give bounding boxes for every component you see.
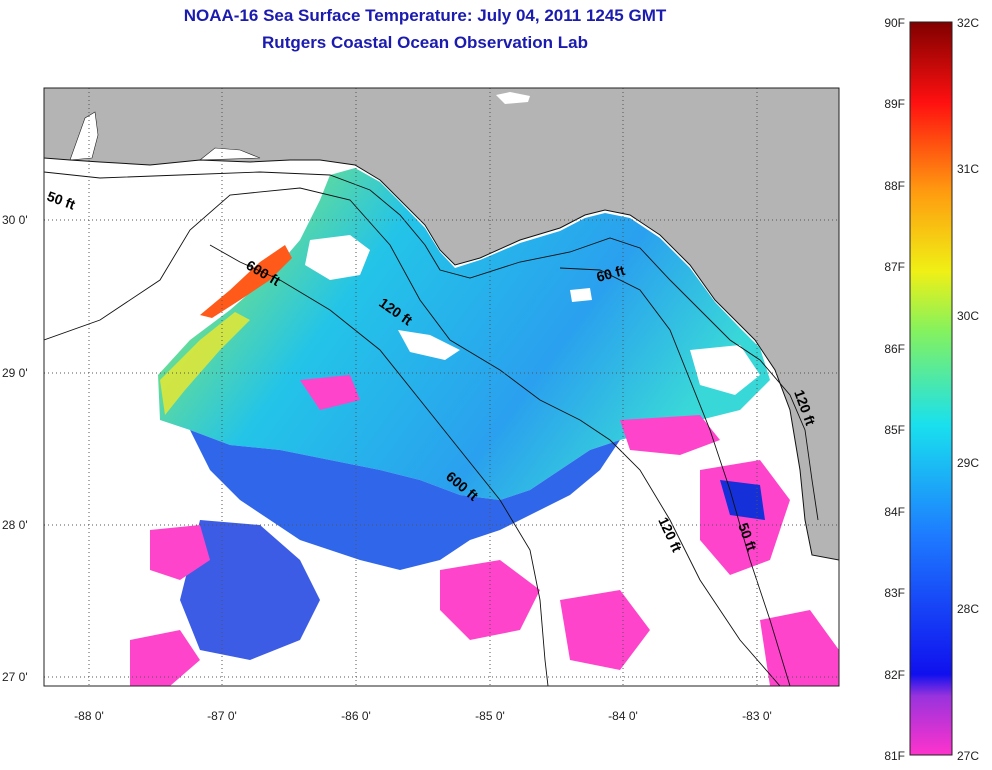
- colorbar-f-label: 83F: [884, 586, 905, 600]
- sst-field-deep: [190, 430, 620, 570]
- land-mass: [44, 88, 839, 560]
- coastal-bay: [199, 147, 261, 161]
- sst-patch-pink: [150, 525, 210, 580]
- colorbar-f-label: 89F: [884, 97, 905, 111]
- lat-tick-label: 30 0': [2, 213, 28, 227]
- cloud-nodata: [398, 330, 460, 360]
- lat-tick-label: 29 0': [2, 366, 28, 380]
- sst-patch-pink: [300, 375, 360, 410]
- sst-patch-blue: [720, 480, 765, 520]
- lat-tick-label: 27 0': [2, 670, 28, 684]
- colorbar-f-label: 88F: [884, 179, 905, 193]
- sst-patch-warm: [200, 245, 292, 318]
- contour-120ft-east: [559, 267, 791, 686]
- colorbar-f-label: 85F: [884, 423, 905, 437]
- colorbar-c-label: 32C: [957, 16, 979, 30]
- sst-patch-pink: [620, 415, 720, 455]
- lon-tick-label: -86 0': [341, 709, 371, 723]
- colorbar-f-label: 87F: [884, 260, 905, 274]
- colorbar-fahrenheit-labels: 90F 89F 88F 87F 86F 85F 84F 83F 82F 81F: [884, 16, 905, 763]
- lon-tick-label: -88 0': [74, 709, 104, 723]
- colorbar-c-label: 30C: [957, 309, 979, 323]
- sst-patch-pink: [560, 590, 650, 670]
- lon-tick-label: -84 0': [608, 709, 638, 723]
- sst-patch-pink: [760, 610, 839, 686]
- contour-600ft: [209, 244, 549, 686]
- contour-120ft: [44, 187, 781, 686]
- lat-tick-label: 28 0': [2, 518, 28, 532]
- colorbar-f-label: 81F: [884, 749, 905, 763]
- latitude-axis: 30 0' 29 0' 28 0' 27 0': [2, 213, 28, 684]
- map-frame: [43, 87, 840, 687]
- colorbar-c-label: 31C: [957, 162, 979, 176]
- sst-patch-pink: [130, 630, 200, 686]
- contour-50ft-west: [44, 171, 819, 521]
- colorbar-f-label: 84F: [884, 505, 905, 519]
- map-subtitle: Rutgers Coastal Ocean Observation Lab: [262, 33, 588, 52]
- coastal-bay: [69, 111, 99, 161]
- colorbar-f-label: 90F: [884, 16, 905, 30]
- coastline: [44, 157, 839, 561]
- lon-tick-label: -83 0': [742, 709, 772, 723]
- contour-label: 60 ft: [595, 262, 627, 285]
- lon-tick-label: -87 0': [207, 709, 237, 723]
- land-island: [496, 92, 530, 104]
- graticule: [44, 88, 839, 686]
- colorbar-f-label: 86F: [884, 342, 905, 356]
- lon-tick-label: -85 0': [475, 709, 505, 723]
- colorbar-c-label: 29C: [957, 456, 979, 470]
- colorbar-f-label: 82F: [884, 668, 905, 682]
- cloud-nodata: [570, 288, 592, 302]
- sst-patch-yellow: [160, 312, 250, 415]
- cloud-nodata: [690, 345, 760, 395]
- colorbar-c-label: 27C: [957, 749, 979, 763]
- colorbar-c-label: 28C: [957, 602, 979, 616]
- sst-patch-cool: [180, 520, 320, 660]
- cloud-nodata: [305, 235, 370, 280]
- longitude-axis: -88 0' -87 0' -86 0' -85 0' -84 0' -83 0…: [74, 709, 772, 723]
- colorbar-celsius-labels: 32C 31C 30C 29C 28C 27C: [957, 16, 979, 763]
- colorbar: [909, 21, 953, 756]
- map-title: NOAA-16 Sea Surface Temperature: July 04…: [183, 6, 667, 25]
